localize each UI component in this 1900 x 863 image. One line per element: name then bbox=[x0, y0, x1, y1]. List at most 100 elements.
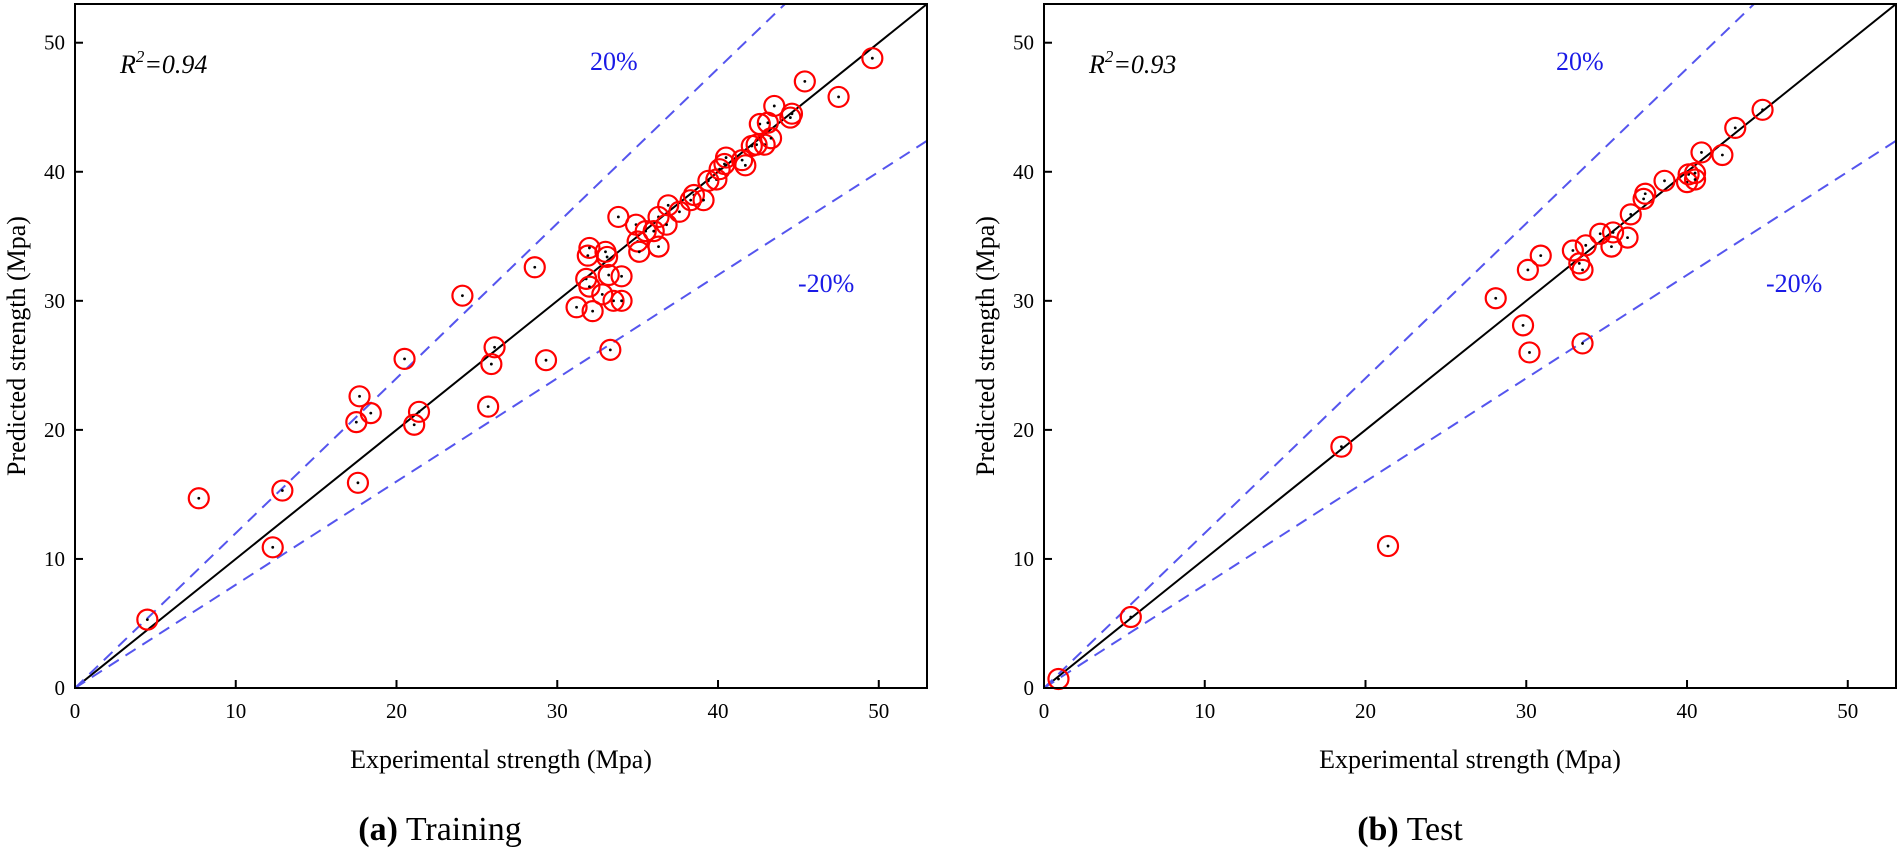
data-point bbox=[642, 220, 665, 243]
data-point bbox=[346, 471, 370, 494]
data-point bbox=[1634, 182, 1657, 205]
data-point-ring bbox=[359, 402, 382, 425]
data-point-center bbox=[1494, 296, 1498, 300]
x-tick-label: 20 bbox=[386, 699, 407, 723]
data-point-ring bbox=[1561, 239, 1584, 262]
data-point-center bbox=[354, 420, 358, 424]
reference-lines bbox=[75, 4, 927, 688]
data-point-center bbox=[145, 618, 149, 621]
data-point-center bbox=[1581, 268, 1584, 272]
data-point-ring bbox=[647, 235, 670, 258]
chart-panel-2: 0 10 20 30 40 50 0 10 20 30 40 50 Experimental stren… bbox=[971, 3, 1897, 848]
data-point bbox=[136, 608, 159, 631]
data-point-ring bbox=[780, 102, 804, 125]
data-point-ring bbox=[714, 146, 738, 169]
data-point-ring bbox=[634, 220, 657, 243]
data-point-center bbox=[607, 273, 611, 277]
data-point-center bbox=[605, 255, 609, 259]
data-point bbox=[1619, 203, 1642, 226]
data-point-center bbox=[1700, 151, 1703, 154]
data-point-ring bbox=[403, 413, 426, 436]
data-point bbox=[271, 479, 294, 502]
data-point-center bbox=[1526, 268, 1530, 272]
data-point-center bbox=[1528, 351, 1531, 354]
r2-value: =0.94 bbox=[144, 50, 207, 79]
data-point-ring bbox=[1574, 234, 1597, 257]
data-point bbox=[610, 289, 633, 312]
data-point-center bbox=[604, 250, 607, 254]
r2-superscript: 2 bbox=[136, 47, 145, 66]
y-axis-title: Predicted strength (Mpa) bbox=[971, 216, 1000, 476]
data-point bbox=[1119, 605, 1142, 629]
y-tick-label: 10 bbox=[1013, 547, 1034, 571]
data-point bbox=[1529, 244, 1552, 267]
data-point-center bbox=[644, 229, 648, 233]
data-point-ring bbox=[1690, 141, 1713, 164]
data-point-ring bbox=[578, 236, 601, 260]
data-point-ring bbox=[1619, 203, 1642, 226]
data-point-center bbox=[489, 362, 493, 366]
data-point-center bbox=[652, 229, 656, 233]
data-point-ring bbox=[597, 263, 620, 287]
x-tick-label: 30 bbox=[1516, 699, 1537, 723]
data-point-center bbox=[870, 56, 874, 60]
data-point-center bbox=[750, 144, 754, 148]
data-point bbox=[407, 400, 431, 423]
data-point bbox=[523, 256, 546, 279]
data-point bbox=[595, 245, 619, 269]
data-point bbox=[359, 402, 382, 425]
data-point-center bbox=[1693, 171, 1697, 175]
data-point bbox=[483, 336, 506, 359]
chart-panel-1: 0 10 20 30 40 50 0 10 20 30 40 50 Experimental stren… bbox=[2, 3, 928, 848]
data-point-ring bbox=[753, 133, 776, 156]
r2-value: =0.93 bbox=[1113, 50, 1176, 79]
data-point bbox=[1574, 234, 1597, 257]
data-point-center bbox=[755, 143, 758, 147]
data-points bbox=[136, 47, 884, 631]
data-point-center bbox=[665, 223, 668, 227]
lower-20pct-line bbox=[1044, 139, 1896, 688]
data-point-center bbox=[486, 405, 490, 409]
x-axis-title: Experimental strength (Mpa) bbox=[1319, 745, 1621, 774]
data-point bbox=[393, 347, 416, 371]
data-point-center bbox=[197, 496, 201, 500]
data-point-center bbox=[666, 203, 670, 207]
data-point-ring bbox=[581, 300, 604, 323]
x-tick-label: 10 bbox=[225, 699, 246, 723]
data-point-ring bbox=[1330, 435, 1353, 458]
data-point-ring bbox=[523, 256, 546, 279]
data-point bbox=[655, 213, 678, 236]
upper-band-label: 20% bbox=[1556, 47, 1604, 76]
y-tick-label: 40 bbox=[1013, 160, 1034, 184]
data-point bbox=[534, 349, 558, 372]
data-point bbox=[780, 102, 804, 125]
data-point bbox=[451, 284, 474, 307]
caption-letter: (b) bbox=[1357, 811, 1399, 848]
data-point-center bbox=[678, 210, 681, 214]
data-point-center bbox=[280, 489, 284, 492]
data-point-ring bbox=[1511, 314, 1535, 337]
y-tick-label: 0 bbox=[55, 676, 66, 700]
x-tick-label: 30 bbox=[547, 699, 568, 723]
x-tick-label: 10 bbox=[1194, 699, 1215, 723]
data-point bbox=[597, 263, 620, 287]
data-point bbox=[1711, 143, 1734, 167]
data-point-ring bbox=[1589, 222, 1612, 245]
data-point bbox=[578, 236, 601, 260]
data-point bbox=[1601, 221, 1625, 244]
data-point-center bbox=[689, 198, 693, 202]
data-point-center bbox=[1643, 192, 1647, 196]
data-point-ring bbox=[793, 70, 816, 93]
upper-20pct-line bbox=[75, 4, 786, 688]
y-tick-label: 50 bbox=[1013, 31, 1034, 55]
data-point-ring bbox=[827, 85, 850, 109]
lower-20pct-line bbox=[75, 139, 927, 688]
data-point-center bbox=[620, 274, 623, 278]
data-point-center bbox=[533, 265, 537, 269]
data-point-ring bbox=[745, 133, 768, 156]
data-point-ring bbox=[477, 395, 500, 418]
data-point bbox=[1683, 168, 1707, 191]
data-point-ring bbox=[187, 487, 210, 510]
data-point-center bbox=[637, 250, 641, 254]
r2-symbol: R bbox=[119, 50, 136, 79]
